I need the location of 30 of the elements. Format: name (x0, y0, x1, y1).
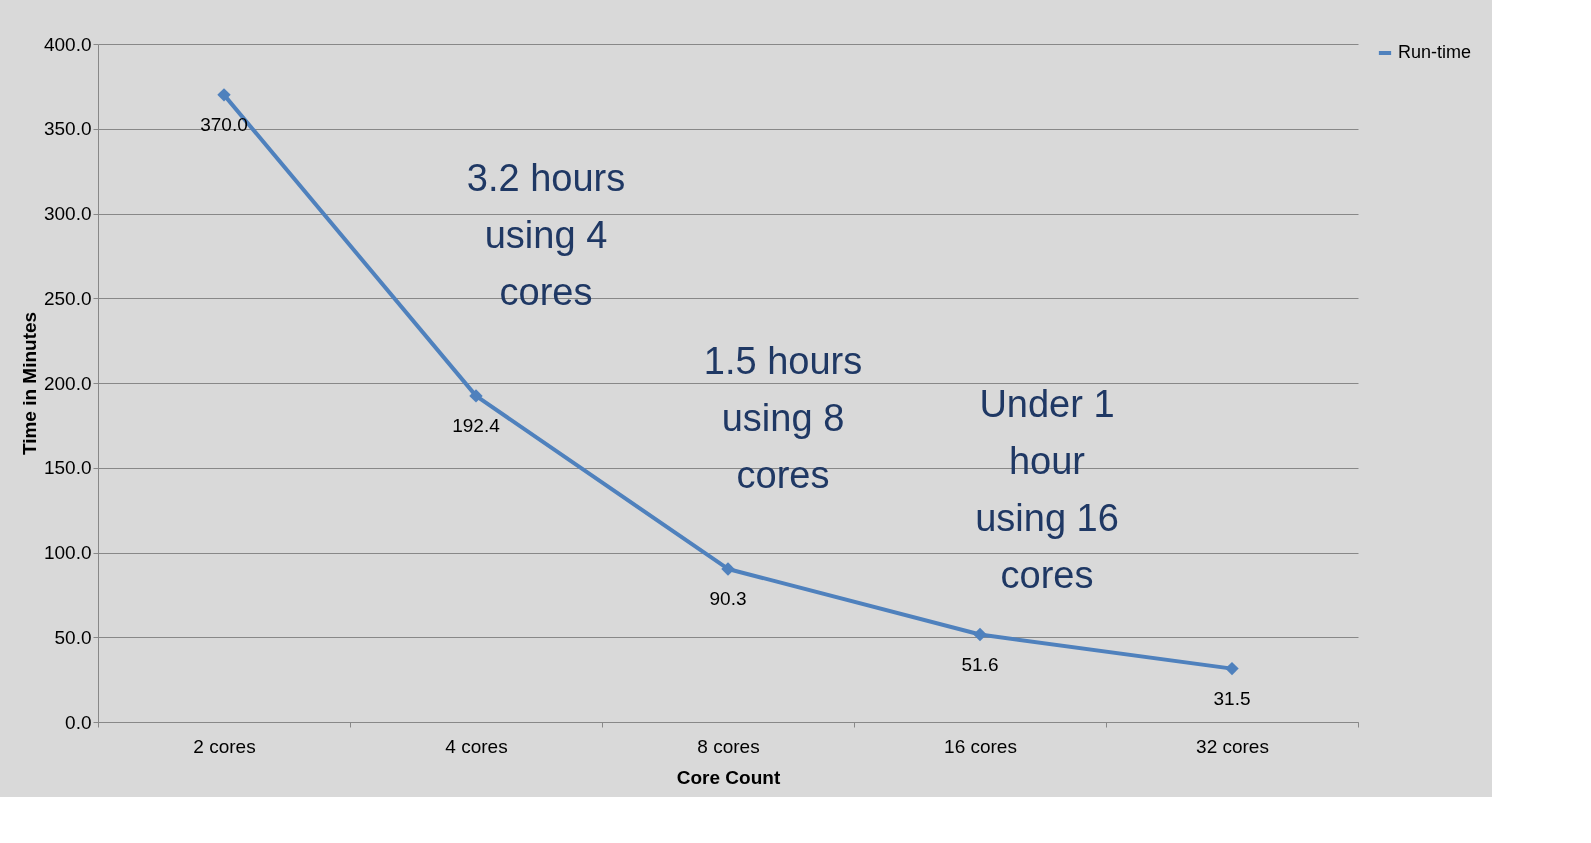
data-label: 192.4 (452, 414, 501, 436)
y-tick-label: 300.0 (43, 203, 92, 224)
y-tick-label: 50.0 (54, 626, 92, 648)
x-tick-label: 4 cores (445, 735, 508, 757)
data-label: 90.3 (709, 587, 747, 609)
annotation: Under 1 hour using 16 cores (975, 382, 1119, 596)
legend-label: Run-time (1398, 42, 1472, 62)
point (217, 88, 231, 102)
data-label: 370.0 (200, 113, 248, 135)
x-tick-label: 32 cores (1196, 735, 1269, 757)
x-axis-title: Core Count (676, 766, 781, 788)
point (973, 627, 987, 642)
x-tick-label: 8 cores (697, 735, 760, 757)
point (1225, 661, 1239, 676)
point (721, 562, 735, 576)
y-axis-title: Time in Minutes (18, 311, 40, 456)
x-tick-label: 16 cores (944, 735, 1017, 757)
y-tick-label: 400.0 (43, 33, 92, 55)
y-tick-label: 150.0 (43, 457, 92, 479)
x-tick-label: 2 cores (193, 735, 256, 757)
annotation: 1.5 hours using 8 cores (703, 339, 863, 496)
y-tick-label: 200.0 (43, 372, 92, 394)
y-tick-label: 0.0 (65, 711, 92, 733)
y-tick-label: 100.0 (43, 542, 92, 563)
data-label: 31.5 (1213, 687, 1251, 709)
y-tick-label: 250.0 (43, 287, 92, 309)
y-tick-label: 350.0 (43, 118, 92, 140)
annotation: 3.2 hours using 4 cores (466, 156, 626, 313)
data-label: 51.6 (961, 653, 999, 675)
point (469, 389, 483, 403)
